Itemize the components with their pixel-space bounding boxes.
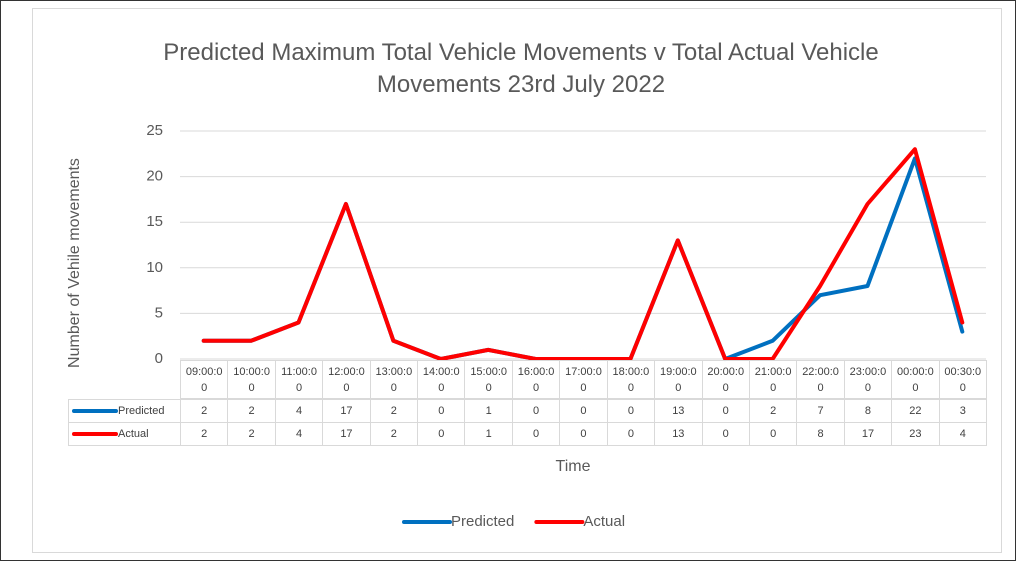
table-value: 23 xyxy=(891,422,940,446)
table-value: 17 xyxy=(322,422,371,446)
table-value: 4 xyxy=(938,422,987,446)
table-value: 8 xyxy=(796,422,845,446)
table-value: 0 xyxy=(701,422,750,446)
table-value: 0 xyxy=(417,399,466,423)
table-value: 0 xyxy=(559,399,608,423)
table-value: 2 xyxy=(227,399,276,423)
x-tick-label: 16:00:00 xyxy=(511,360,561,399)
table-value: 17 xyxy=(322,399,371,423)
y-tick-label: 25 xyxy=(146,122,163,139)
x-tick-label: 23:00:00 xyxy=(843,360,893,399)
legend-key xyxy=(72,432,118,436)
legend-label: Actual xyxy=(583,513,625,530)
table-value: 22 xyxy=(891,399,940,423)
table-value: 0 xyxy=(559,422,608,446)
x-tick-label: 17:00:00 xyxy=(559,360,608,399)
series-line xyxy=(201,156,965,361)
y-tick-label: 5 xyxy=(155,304,163,321)
x-tick-label: 20:00:00 xyxy=(701,360,750,399)
y-tick-label: 20 xyxy=(146,168,163,185)
x-tick-label: 19:00:00 xyxy=(654,360,703,399)
table-value: 4 xyxy=(274,422,324,446)
x-tick-label: 09:00:00 xyxy=(180,360,229,399)
table-value: 0 xyxy=(606,399,656,423)
x-axis-title: Time xyxy=(556,458,591,475)
table-series-name: Predicted xyxy=(118,405,165,417)
table-value: 1 xyxy=(464,399,513,423)
table-value: 0 xyxy=(606,422,656,446)
table-value: 2 xyxy=(227,422,276,446)
y-tick-label: 0 xyxy=(155,350,163,367)
table-value: 2 xyxy=(180,422,229,446)
table-value: 3 xyxy=(938,399,987,423)
x-tick-label: 14:00:00 xyxy=(417,360,466,399)
y-tick-label: 15 xyxy=(146,213,163,230)
table-value: 0 xyxy=(511,422,561,446)
table-series-cell: Predicted xyxy=(68,399,181,423)
x-tick-label: 21:00:00 xyxy=(748,360,798,399)
x-tick-label: 22:00:00 xyxy=(796,360,845,399)
table-value: 2 xyxy=(180,399,229,423)
series-line xyxy=(201,147,965,361)
chart-title: Predicted Maximum Total Vehicle Movement… xyxy=(163,39,879,98)
table-series-name: Actual xyxy=(118,428,149,440)
x-tick-label: 00:30:00 xyxy=(938,360,987,399)
y-axis-title: Number of Vehile movements xyxy=(66,158,83,368)
x-tick-label: 13:00:00 xyxy=(369,360,419,399)
x-tick-label: 15:00:00 xyxy=(464,360,513,399)
x-tick-label: 12:00:00 xyxy=(322,360,371,399)
table-value: 0 xyxy=(511,399,561,423)
table-value: 2 xyxy=(748,399,798,423)
table-value: 8 xyxy=(843,399,893,423)
table-value: 17 xyxy=(843,422,893,446)
x-tick-label: 18:00:00 xyxy=(606,360,656,399)
table-value: 2 xyxy=(369,422,419,446)
table-value: 7 xyxy=(796,399,845,423)
table-value: 0 xyxy=(748,422,798,446)
table-value: 13 xyxy=(654,399,703,423)
x-tick-label: 11:00:00 xyxy=(274,360,324,399)
x-tick-label: 10:00:00 xyxy=(227,360,276,399)
table-value: 13 xyxy=(654,422,703,446)
table-value: 1 xyxy=(464,422,513,446)
y-tick-label: 10 xyxy=(146,259,163,276)
legend-key xyxy=(72,409,118,413)
table-value: 0 xyxy=(417,422,466,446)
chart-area xyxy=(32,8,1002,553)
table-value: 4 xyxy=(274,399,324,423)
table-value: 0 xyxy=(701,399,750,423)
table-series-cell: Actual xyxy=(68,422,181,446)
x-tick-label: 00:00:00 xyxy=(891,360,940,399)
table-value: 2 xyxy=(369,399,419,423)
legend-label: Predicted xyxy=(451,513,514,530)
